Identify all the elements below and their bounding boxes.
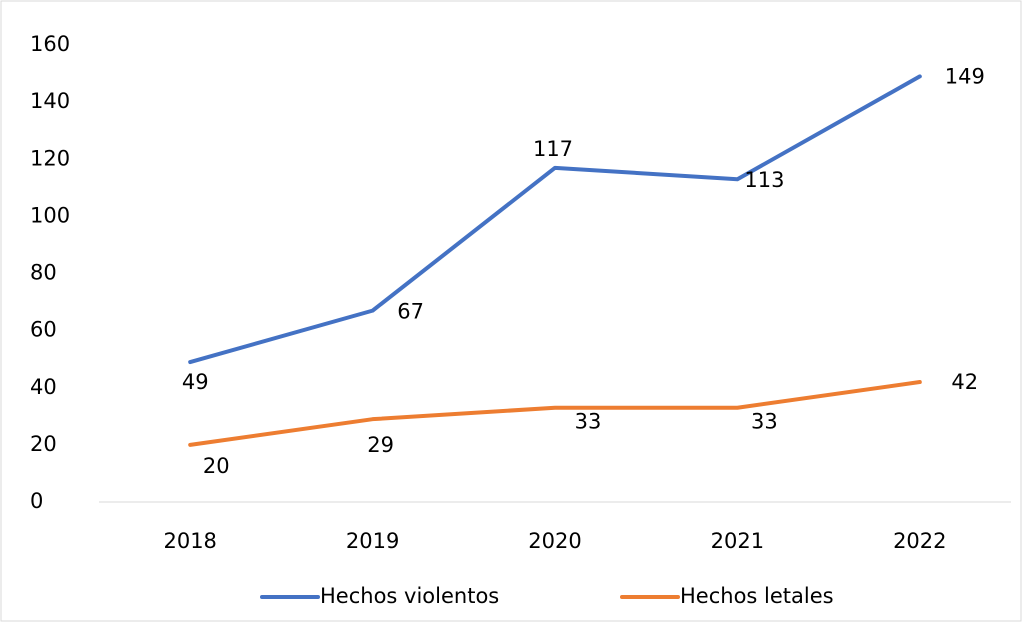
x-tick-label: 2020 xyxy=(528,529,581,553)
line xyxy=(188,74,922,365)
legend-label: Hechos letales xyxy=(680,584,834,608)
y-tick-label: 160 xyxy=(30,32,70,56)
x-tick-label: 2018 xyxy=(163,529,216,553)
data-label: 67 xyxy=(397,300,424,324)
y-tick-label: 140 xyxy=(30,89,70,113)
x-tick-label: 2019 xyxy=(346,529,399,553)
y-tick-label: 60 xyxy=(30,318,57,342)
y-tick-label: 0 xyxy=(30,489,43,513)
x-tick-label: 2022 xyxy=(893,529,946,553)
y-tick-label: 120 xyxy=(30,146,70,170)
x-tick-label: 2021 xyxy=(711,529,764,553)
data-label: 29 xyxy=(367,433,394,457)
data-label: 33 xyxy=(751,410,778,434)
y-tick-label: 80 xyxy=(30,261,57,285)
y-tick-label: 100 xyxy=(30,203,70,227)
data-label: 149 xyxy=(945,64,985,88)
data-label: 42 xyxy=(951,370,978,394)
y-tick-label: 20 xyxy=(30,432,57,456)
data-label: 33 xyxy=(575,410,602,434)
line xyxy=(188,380,922,447)
legend-label: Hechos violentos xyxy=(320,584,499,608)
data-label: 113 xyxy=(744,168,784,192)
data-label: 20 xyxy=(203,454,230,478)
y-tick-label: 40 xyxy=(30,375,57,399)
data-label: 117 xyxy=(533,137,573,161)
data-label: 49 xyxy=(182,370,209,394)
